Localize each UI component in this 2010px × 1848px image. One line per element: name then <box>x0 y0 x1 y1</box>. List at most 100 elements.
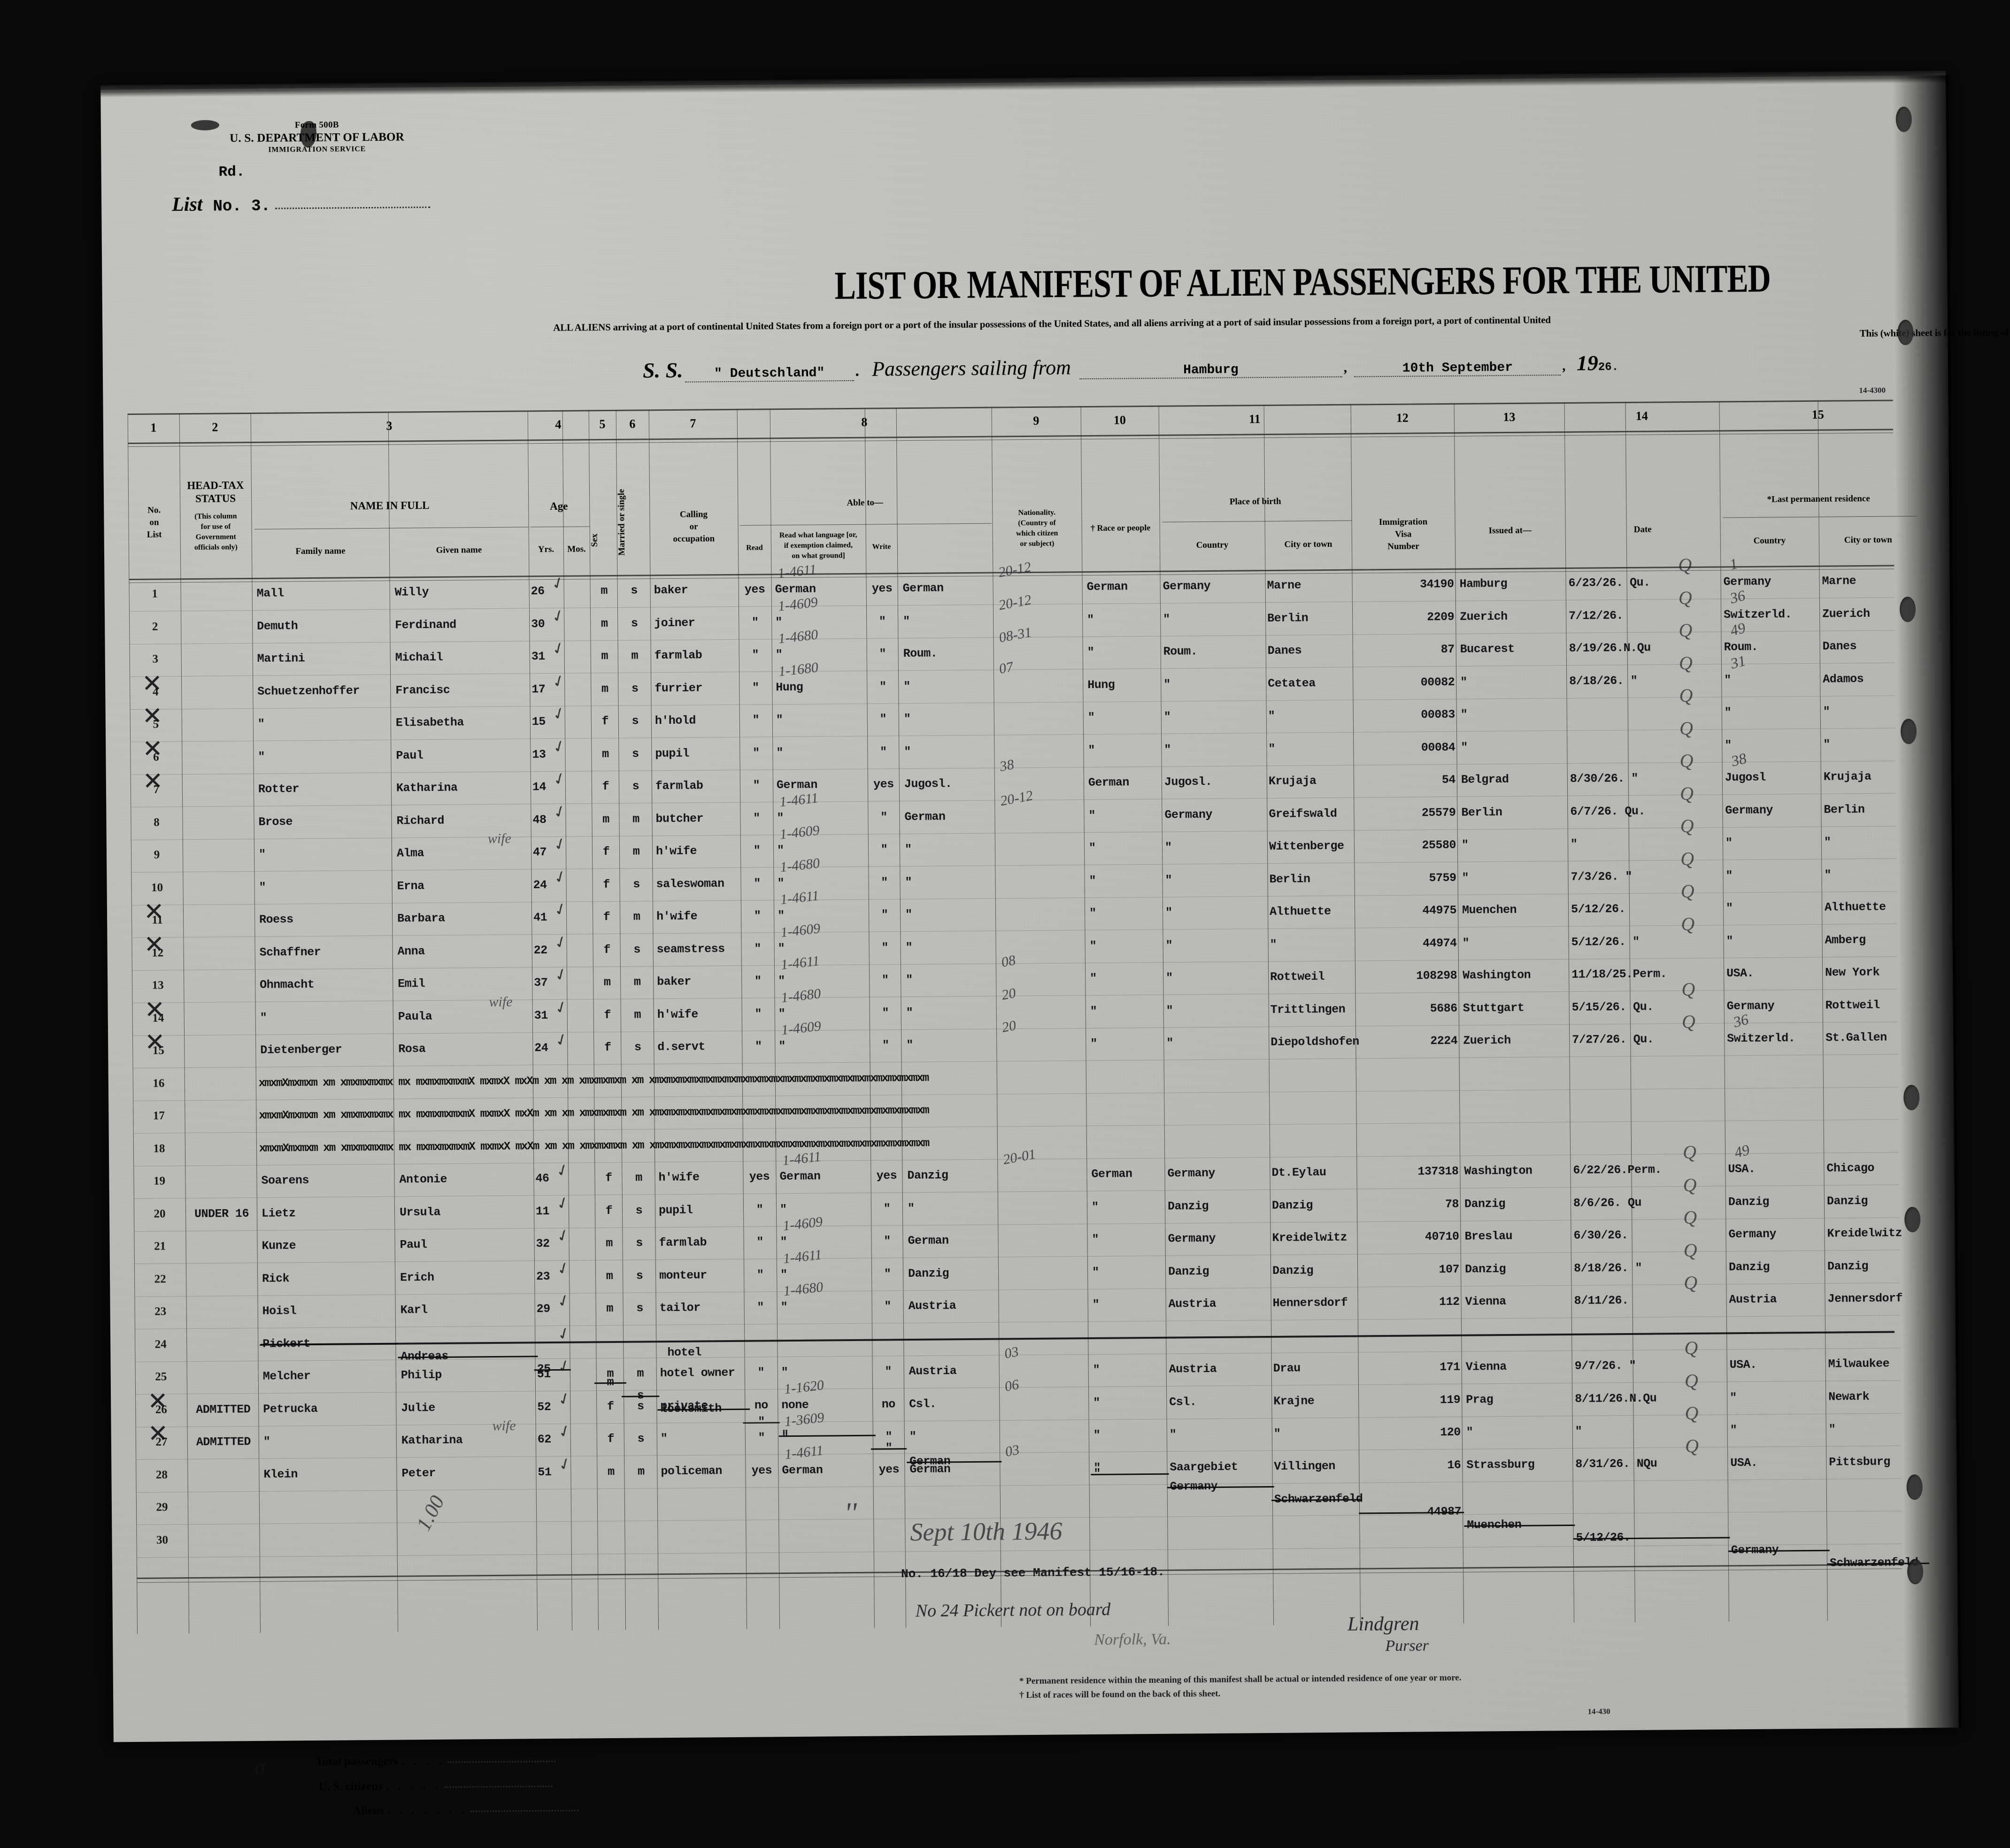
header-headtax-note3: Government <box>195 533 236 541</box>
cell-rcity: Amberg <box>1825 933 1866 947</box>
colnum-14: 14 <box>1635 409 1648 423</box>
us-citizens-label: U. S. citizens <box>318 1779 383 1793</box>
header-col1-line3: List <box>146 529 162 540</box>
row-separator <box>134 1315 1900 1329</box>
cell-write: no <box>881 1397 895 1411</box>
cell-yrs: 26 <box>531 584 545 598</box>
header-visa-l1: Immigration <box>1379 517 1428 528</box>
cell-sex: m <box>607 1366 614 1381</box>
cell-date: 6/30/26. <box>1573 1228 1628 1242</box>
header-col1-line2: on <box>149 517 159 528</box>
cell-write: " <box>882 1038 889 1052</box>
cell-family: " <box>257 717 265 731</box>
cell-marr: m <box>634 1008 641 1022</box>
cell-read: " <box>754 941 762 956</box>
cell-bcity: Trittlingen <box>1270 1002 1346 1017</box>
cell-rcity: Adamos <box>1823 672 1864 686</box>
cell-occ: private <box>660 1398 708 1413</box>
cell-yrs: 51 <box>537 1367 551 1381</box>
cell-visa: 25580 <box>1422 838 1456 852</box>
cell-headtax: ADMITTED <box>196 1435 251 1449</box>
aliens-value[interactable] <box>470 1810 579 1812</box>
cell-rcountry: Jugosl <box>1725 770 1766 785</box>
cell-issued: Muenchen <box>1462 903 1517 917</box>
cell-given: Elisabetha <box>395 715 464 730</box>
cell-yrs: 41 <box>533 911 547 925</box>
form-header-block: Form 500B U. S. DEPARTMENT OF LABOR IMMI… <box>171 119 463 155</box>
cell-family: Lietz <box>261 1206 296 1220</box>
cell-read: " <box>756 1202 763 1217</box>
totals-block: Total passengers . . . . U. S. citizens … <box>316 1748 579 1824</box>
cell-visa: 00083 <box>1421 707 1455 722</box>
cell-given: Anna <box>397 944 425 959</box>
colnum-12: 12 <box>1396 411 1409 425</box>
total-passengers-value[interactable] <box>447 1760 556 1763</box>
header-write: Write <box>872 543 891 551</box>
form-corner-code: 14-4300 <box>1859 385 1886 395</box>
cell-visa: 34190 <box>1419 577 1454 591</box>
cell-occ: baker <box>657 974 691 989</box>
punch-hole-4 <box>1900 719 1917 744</box>
pencil-nationality-code: 08 <box>1000 952 1017 970</box>
cell-date: 5/12/26. <box>1576 1530 1727 1544</box>
cell-rcity: Danzig <box>1826 1194 1868 1208</box>
cell-read: " <box>757 1300 764 1314</box>
cell-occ-second-line: hotel <box>667 1345 702 1360</box>
cell-bcity: Cetatea <box>1268 676 1316 690</box>
cell-family: " <box>258 750 265 764</box>
cell-marr: s <box>634 1040 641 1054</box>
cell-sex: f <box>602 845 610 859</box>
cell-bcountry: Austria <box>1169 1362 1217 1376</box>
cell-date: 11/18/25.Perm. <box>1571 967 1667 982</box>
cell-rcountry: " <box>1725 868 1733 882</box>
header-headtax-line2: STATUS <box>195 492 236 505</box>
cell-yrs: 31 <box>534 1008 548 1022</box>
footnote-star: * Permanent residence within the meaning… <box>1019 1672 1462 1687</box>
cell-rcity: Marne <box>1822 574 1856 588</box>
colnum-3: 3 <box>386 419 393 433</box>
cell-date: 8/18/26. " <box>1573 1261 1642 1275</box>
cell-bcity: " <box>1273 1426 1281 1441</box>
row-number: 9 <box>154 848 160 861</box>
cell-given: Rosa <box>398 1042 426 1056</box>
cell-sex: m <box>606 1236 613 1250</box>
header-headtax-note2: for use of <box>200 522 231 531</box>
header-place-of-birth: Place of birth <box>1229 496 1281 507</box>
cell-nat: " <box>903 614 910 628</box>
quota-circle-mark: Q <box>1685 1435 1699 1457</box>
aliens-label: Aliens <box>352 1804 384 1817</box>
cell-read: " <box>753 843 761 858</box>
cell-given: Ursula <box>399 1205 441 1219</box>
cell-read: " <box>754 909 761 923</box>
cell-marr: m <box>638 1464 645 1479</box>
pencil-date-code: 49 <box>1732 1141 1751 1161</box>
cell-date: 6/23/26. Qu. <box>1568 575 1650 590</box>
us-citizens-value[interactable] <box>444 1785 553 1788</box>
cell-read: " <box>757 1365 765 1380</box>
cell-read: " <box>751 615 759 629</box>
cell-visa: 171 <box>1440 1360 1460 1374</box>
cell-sex: m <box>606 1269 613 1283</box>
cell-race: " <box>1087 645 1094 659</box>
cell-lang: " <box>777 909 785 923</box>
cell-issued: " <box>1461 740 1468 754</box>
cell-given: Katharina <box>401 1433 463 1448</box>
quota-circle-mark: Q <box>1684 1337 1698 1359</box>
pencil-nationality-code: 38 <box>998 756 1016 774</box>
cell-nat: " <box>903 712 911 726</box>
cell-read: " <box>758 1431 765 1445</box>
row-number: 2 <box>152 620 158 633</box>
cell-yrs: 23 <box>536 1269 550 1283</box>
cell-issued: Prag <box>1466 1392 1494 1407</box>
cell-write: " <box>880 810 887 824</box>
footnote-dagger: † List of races will be found on the bac… <box>1019 1688 1221 1701</box>
cell-rcountry: " <box>1725 836 1733 850</box>
colnum-9: 9 <box>1033 414 1040 428</box>
cell-read: yes <box>749 1170 770 1184</box>
cell-given: Willy <box>394 585 429 599</box>
cell-lang: " <box>778 974 785 988</box>
pencil-manifest-ref: 1-4611 <box>782 1246 823 1266</box>
colnum-2: 2 <box>212 420 218 434</box>
cell-visa: 44975 <box>1422 903 1457 918</box>
cell-given: Ferdinand <box>395 618 456 632</box>
